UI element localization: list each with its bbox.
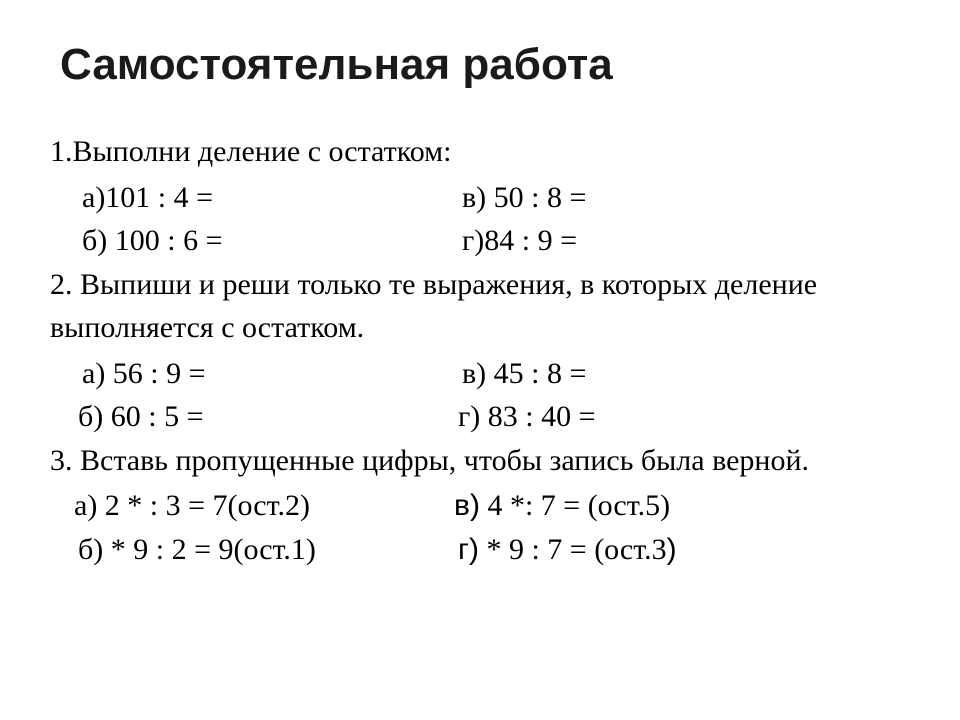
task2-g: г) 83 : 40 = [458,395,910,439]
task2-row1: а) 56 : 9 = в) 45 : 8 = [50,352,910,396]
task3-v-rest: 4 *: 7 = (ост.5) [480,489,670,522]
task1-header: 1.Выполни деление с остатком: [50,130,910,174]
task1-row1: а)101 : 4 = в) 50 : 8 = [50,176,910,220]
page-title: Самостоятельная работа [60,40,910,90]
task2-header: 2. Выпиши и реши только те выражения, в … [50,263,910,350]
task2-row2: б) 60 : 5 = г) 83 : 40 = [50,395,910,439]
task2-a: а) 56 : 9 = [82,352,462,396]
task2-b: б) 60 : 5 = [78,395,458,439]
task3-row2: б) * 9 : 2 = 9(ост.1) г) * 9 : 7 = (ост.… [50,528,910,572]
task1-row2: б) 100 : 6 = г)84 : 9 = [50,219,910,263]
task3-g-rest: * 9 : 7 = (ост.3 [479,533,667,566]
task3-b: б) * 9 : 2 = 9(ост.1) [78,528,458,572]
task3-row1: а) 2 * : 3 = 7(ост.2) в) 4 *: 7 = (ост.5… [50,484,910,528]
task3-g: г) * 9 : 7 = (ост.3) [458,528,910,572]
task1-v: в) 50 : 8 = [462,176,910,220]
task3-g-close: ) [667,533,677,566]
task3-v-prefix: в) [454,489,480,522]
task1-a: а)101 : 4 = [82,176,462,220]
task3-g-prefix: г) [458,533,479,566]
worksheet-content: 1.Выполни деление с остатком: а)101 : 4 … [50,130,910,571]
task3-a: а) 2 * : 3 = 7(ост.2) [74,484,454,528]
task2-v: в) 45 : 8 = [462,352,910,396]
task1-g: г)84 : 9 = [462,219,910,263]
task1-b: б) 100 : 6 = [82,219,462,263]
task3-header: 3. Вставь пропущенные цифры, чтобы запис… [50,439,910,483]
task3-v: в) 4 *: 7 = (ост.5) [454,484,910,528]
